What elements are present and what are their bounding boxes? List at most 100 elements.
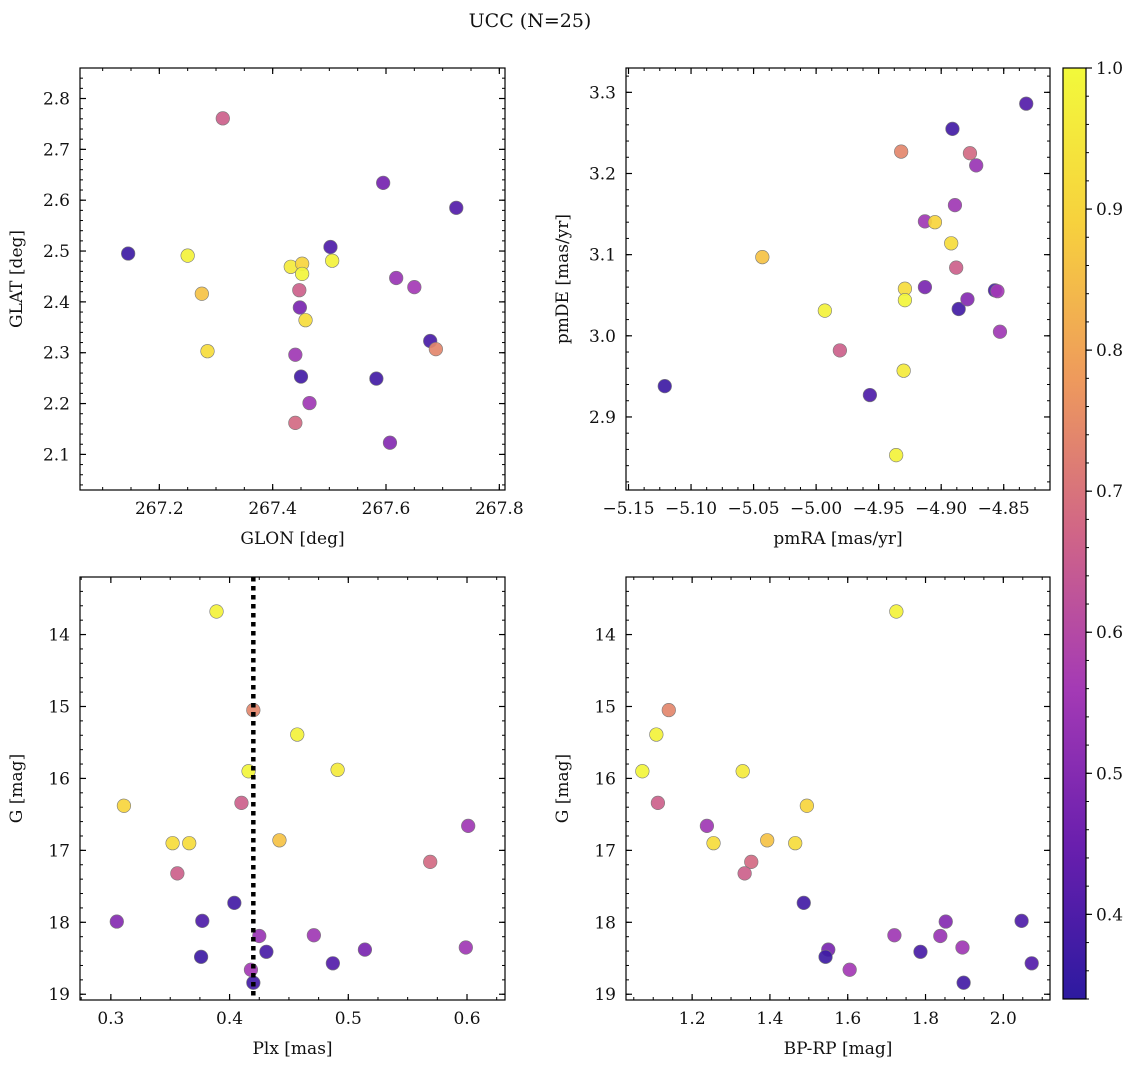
scatter-point bbox=[933, 928, 948, 944]
scatter-point bbox=[292, 283, 307, 298]
y-tick-label: 15 bbox=[594, 697, 616, 717]
y-tick-label: 14 bbox=[48, 626, 70, 646]
scatter-point bbox=[649, 727, 664, 742]
scatter-point bbox=[458, 940, 473, 955]
x-axis-label: BP-RP [mag] bbox=[784, 1039, 893, 1059]
scatter-point bbox=[1024, 956, 1039, 971]
y-tick-label: 19 bbox=[48, 985, 70, 1005]
scatter-point bbox=[699, 818, 715, 834]
scatter-point bbox=[293, 369, 309, 384]
scatter-point bbox=[288, 415, 303, 430]
scatter-point bbox=[194, 286, 209, 301]
scatter-point bbox=[116, 798, 132, 813]
panel-bprp-g: 1.2 1.4 1.6 1.8 2.0 14 15 16 17 18 19 BP-RP [mag] G … bbox=[553, 576, 1051, 1059]
y-tick-label: 2.7 bbox=[43, 140, 70, 160]
y-tick-label: 2.9 bbox=[589, 408, 616, 428]
y-axis-label: G [mag] bbox=[7, 754, 27, 823]
scatter-point bbox=[382, 435, 398, 450]
scatter-point bbox=[195, 913, 210, 928]
scatter-point bbox=[428, 342, 443, 357]
scatter-point bbox=[234, 795, 249, 810]
x-axis-label: pmRA [mas/yr] bbox=[773, 529, 902, 549]
scatter-point bbox=[243, 962, 259, 977]
scatter-point bbox=[325, 956, 340, 971]
scatter-point bbox=[650, 795, 665, 810]
scatter-point bbox=[896, 363, 911, 378]
colorbar-tick-label: 0.9 bbox=[1096, 200, 1123, 220]
y-tick-label: 2.1 bbox=[43, 445, 70, 465]
scatter-point bbox=[788, 836, 803, 851]
scatter-point bbox=[951, 301, 966, 317]
scatter-point bbox=[306, 928, 321, 943]
scatter-point bbox=[887, 928, 902, 943]
scatter-point bbox=[938, 914, 953, 929]
x-tick-label: 0.4 bbox=[216, 1009, 243, 1029]
scatter-point bbox=[755, 249, 770, 265]
y-tick-label: 19 bbox=[594, 985, 616, 1005]
scatter-point bbox=[121, 246, 136, 261]
scatter-point bbox=[832, 343, 847, 358]
scatter-point bbox=[889, 604, 904, 619]
scatter-point bbox=[1014, 913, 1029, 928]
x-tick-label: −5.05 bbox=[728, 499, 780, 519]
scatter-point bbox=[209, 604, 224, 619]
scatter-point bbox=[955, 940, 970, 955]
scatter-point bbox=[272, 833, 287, 848]
scatter-point bbox=[960, 292, 975, 307]
scatter-point bbox=[259, 944, 274, 959]
y-axis-label: G [mag] bbox=[553, 754, 573, 823]
x-tick-label: −4.95 bbox=[853, 499, 905, 519]
colorbar-tick-label: 0.6 bbox=[1096, 623, 1123, 643]
scatter-point bbox=[818, 949, 833, 964]
colorbar-tick-label: 1.0 bbox=[1096, 59, 1123, 79]
x-tick-label: 267.6 bbox=[362, 499, 411, 519]
scatter-point bbox=[992, 324, 1008, 339]
scatter-point bbox=[170, 866, 185, 881]
scatter-point bbox=[407, 280, 422, 295]
scatter-point bbox=[227, 895, 242, 910]
x-tick-label: 267.2 bbox=[135, 499, 184, 519]
scatter-point bbox=[1019, 96, 1034, 111]
scatter-point bbox=[962, 146, 978, 161]
scatter-point bbox=[165, 836, 180, 851]
y-tick-label: 16 bbox=[48, 769, 70, 789]
y-tick-label: 2.4 bbox=[43, 293, 70, 313]
x-tick-label: −4.90 bbox=[915, 499, 967, 519]
colorbar-tick-label: 0.8 bbox=[1096, 341, 1123, 361]
y-tick-label: 14 bbox=[594, 626, 616, 646]
y-tick-label: 16 bbox=[594, 769, 616, 789]
scatter-point bbox=[376, 175, 391, 191]
x-tick-label: 267.8 bbox=[475, 499, 524, 519]
scatter-point bbox=[796, 895, 811, 910]
scatter-point bbox=[423, 854, 438, 869]
colorbar-tick-label: 0.7 bbox=[1096, 482, 1123, 502]
scatter-point bbox=[288, 347, 303, 362]
plot-frame bbox=[79, 67, 506, 491]
y-tick-label: 3.0 bbox=[589, 327, 616, 347]
x-tick-label: −5.00 bbox=[790, 499, 842, 519]
scatter-point bbox=[389, 270, 404, 286]
y-axis-label: GLAT [deg] bbox=[7, 230, 27, 328]
scatter-point bbox=[799, 798, 814, 813]
x-axis-label: GLON [deg] bbox=[240, 529, 344, 549]
y-tick-label: 3.2 bbox=[589, 165, 616, 185]
y-tick-label: 18 bbox=[594, 913, 616, 933]
x-axis-label: Plx [mas] bbox=[252, 1039, 332, 1059]
y-tick-label: 2.3 bbox=[43, 344, 70, 364]
scatter-point bbox=[735, 764, 750, 779]
scatter-point bbox=[969, 158, 984, 173]
x-tick-label: −4.85 bbox=[978, 499, 1030, 519]
y-tick-label: 3.1 bbox=[589, 246, 616, 266]
colorbar: 0.4 0.5 0.6 0.7 0.8 0.9 1.0 bbox=[1062, 59, 1123, 1000]
colorbar-gradient bbox=[1062, 67, 1087, 1000]
y-axis-label: pmDE [mas/yr] bbox=[553, 214, 573, 344]
scatter-point bbox=[927, 215, 943, 230]
plot-frame bbox=[625, 67, 1051, 491]
x-tick-label: 1.8 bbox=[912, 1009, 939, 1029]
scatter-point bbox=[956, 975, 971, 990]
scatter-point bbox=[252, 928, 267, 944]
scatter-point bbox=[449, 200, 464, 215]
scatter-point bbox=[744, 854, 759, 869]
